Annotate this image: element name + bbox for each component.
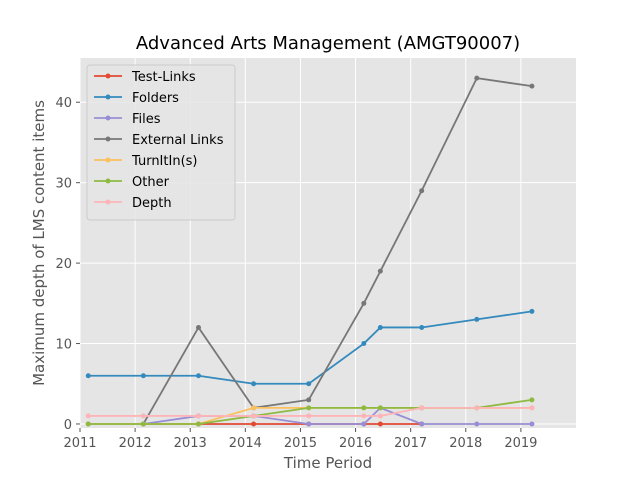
y-axis-label: Maximum depth of LMS content items xyxy=(30,100,48,386)
data-point xyxy=(85,413,91,419)
data-point xyxy=(251,421,257,427)
data-point xyxy=(529,83,535,89)
data-point xyxy=(419,405,425,411)
data-point xyxy=(140,373,146,379)
y-tick-label: 30 xyxy=(55,177,72,192)
legend-marker xyxy=(105,178,111,184)
legend-label: Test-Links xyxy=(131,70,196,85)
x-tick-label: 2019 xyxy=(504,436,537,451)
legend-item: Depth xyxy=(94,196,172,211)
y-tick-label: 0 xyxy=(64,418,72,433)
data-point xyxy=(140,421,146,427)
data-point xyxy=(377,324,383,330)
legend-item: External Links xyxy=(94,133,224,148)
data-point xyxy=(419,324,425,330)
legend-item: Files xyxy=(94,112,161,127)
data-point xyxy=(306,381,312,387)
x-axis-label: Time Period xyxy=(283,454,372,472)
legend-label: Folders xyxy=(132,91,179,106)
data-point xyxy=(361,405,367,411)
legend-marker xyxy=(105,199,111,205)
data-point xyxy=(306,421,312,427)
y-tick-label: 40 xyxy=(55,96,72,111)
legend: Test-Links Folders Files External Links Turn… xyxy=(86,64,236,221)
data-point xyxy=(419,188,425,194)
data-point xyxy=(85,373,91,379)
data-point xyxy=(306,405,312,411)
legend-label: Other xyxy=(132,175,170,190)
legend-frame xyxy=(86,64,236,221)
series-depth xyxy=(85,405,535,419)
data-point xyxy=(251,405,257,411)
x-tick-label: 2012 xyxy=(119,436,152,451)
legend-marker xyxy=(105,115,111,121)
legend-label: TurnItIn(s) xyxy=(131,154,197,169)
data-point xyxy=(195,373,201,379)
legend-item: TurnItIn(s) xyxy=(94,154,197,169)
x-tick-label: 2017 xyxy=(394,436,427,451)
data-point xyxy=(361,413,367,419)
data-point xyxy=(377,413,383,419)
legend-marker xyxy=(105,136,111,142)
legend-label: Depth xyxy=(132,196,172,211)
y-axis-ticks: 0 10 20 30 40 xyxy=(55,96,80,433)
legend-marker xyxy=(105,73,111,79)
data-point xyxy=(529,405,535,411)
data-point xyxy=(85,421,91,427)
data-point xyxy=(195,421,201,427)
x-tick-label: 2015 xyxy=(284,436,317,451)
x-tick-label: 2013 xyxy=(174,436,207,451)
y-tick-label: 10 xyxy=(55,338,72,353)
x-tick-label: 2014 xyxy=(229,436,262,451)
data-point xyxy=(377,405,383,411)
data-point xyxy=(474,405,480,411)
data-point xyxy=(529,308,535,314)
legend-label: External Links xyxy=(132,133,224,148)
series-line-depth xyxy=(88,406,532,417)
data-point xyxy=(419,421,425,427)
data-point xyxy=(529,421,535,427)
data-point xyxy=(306,413,312,419)
series-layer xyxy=(85,75,535,427)
x-tick-label: 2011 xyxy=(63,436,96,451)
data-point xyxy=(361,300,367,306)
legend-item: Test-Links xyxy=(94,70,196,85)
x-axis-ticks: 2011 2012 2013 2014 2015 2016 2017 2018 2019 xyxy=(63,428,537,451)
data-point xyxy=(251,381,257,387)
data-point xyxy=(361,421,367,427)
legend-marker xyxy=(105,157,111,163)
series-line-files xyxy=(88,406,532,425)
chart-title: Advanced Arts Management (AMGT90007) xyxy=(136,33,520,54)
legend-label: Files xyxy=(132,112,161,127)
legend-item: Other xyxy=(94,175,170,190)
data-point xyxy=(377,268,383,274)
x-tick-label: 2018 xyxy=(449,436,482,451)
legend-item: Folders xyxy=(94,91,179,106)
data-point xyxy=(251,413,257,419)
data-point xyxy=(140,413,146,419)
data-point xyxy=(474,316,480,322)
data-point xyxy=(361,341,367,347)
data-point xyxy=(195,413,201,419)
y-tick-label: 20 xyxy=(55,257,72,272)
x-tick-label: 2016 xyxy=(339,436,372,451)
data-point xyxy=(377,421,383,427)
data-point xyxy=(474,421,480,427)
legend-marker xyxy=(105,94,111,100)
data-point xyxy=(529,397,535,403)
data-point xyxy=(306,397,312,403)
data-point xyxy=(474,75,480,81)
data-point xyxy=(195,324,201,330)
